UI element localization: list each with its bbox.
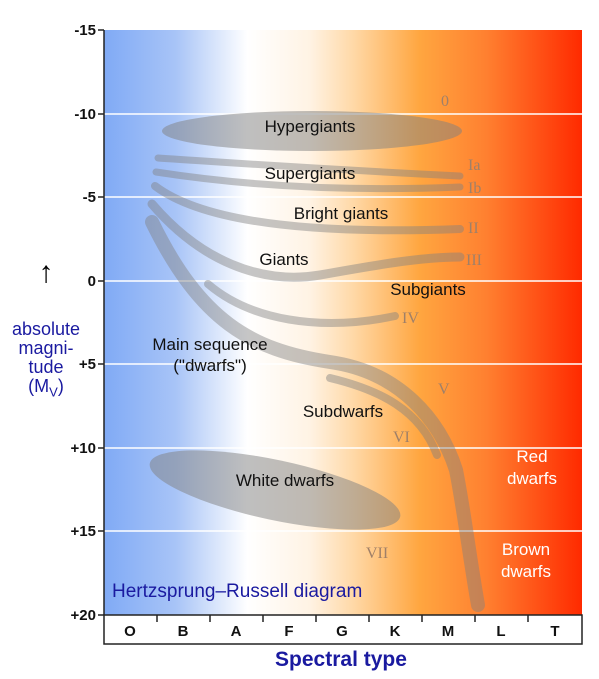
y-tick-label: -15 — [74, 22, 96, 39]
star-bands — [145, 111, 485, 612]
region-label-brown-dwarfs: Brown — [502, 540, 550, 559]
y-axis-unit-prefix: (M — [28, 376, 50, 396]
class-label-v: V — [438, 381, 450, 398]
main-sequence-band — [145, 215, 485, 612]
class-label-iv: IV — [402, 310, 419, 327]
x-tick-label: F — [284, 623, 293, 640]
y-axis-label-line: magni- — [18, 338, 74, 358]
region-label-main-sequence: Main sequence — [152, 335, 267, 354]
class-label-0: 0 — [441, 93, 449, 110]
y-axis-unit: (MV) — [0, 377, 92, 402]
subdwarfs-band — [326, 374, 441, 459]
region-label-subdwarfs: Subdwarfs — [303, 402, 383, 421]
y-axis-unit-suffix: ) — [57, 376, 64, 396]
class-label-ii: II — [468, 220, 479, 237]
x-tick-label: O — [124, 623, 136, 640]
y-tick-label: +5 — [79, 356, 96, 373]
region-label-bright-giants: Bright giants — [294, 204, 389, 223]
x-axis-label: Spectral type — [275, 648, 407, 671]
diagram-title: Hertzsprung–Russell diagram — [112, 581, 362, 602]
region-label-main-sequence-dwarfs: ("dwarfs") — [173, 356, 246, 375]
x-tick-label: B — [178, 623, 189, 640]
region-label-red-dwarfs: Red — [516, 447, 547, 466]
y-axis-unit-sub: V — [49, 384, 58, 400]
region-label-giants: Giants — [259, 250, 308, 269]
x-tick-label: K — [390, 623, 401, 640]
x-axis: O B A F G K M L T — [103, 614, 583, 645]
bright-giants-band — [151, 182, 464, 235]
y-tick-label: +15 — [71, 523, 96, 540]
class-label-vi: VI — [393, 429, 410, 446]
class-label-ib: Ib — [468, 180, 481, 197]
region-label-supergiants: Supergiants — [265, 164, 356, 183]
white-dwarfs-band — [149, 450, 401, 530]
supergiants-ia-band — [154, 154, 464, 180]
region-label-hypergiants: Hypergiants — [265, 117, 356, 136]
x-tick-label: L — [496, 623, 505, 640]
gridlines — [104, 113, 582, 532]
y-axis — [98, 29, 105, 616]
region-label-red-dwarfs-2: dwarfs — [507, 469, 557, 488]
y-tick-label: -10 — [74, 106, 96, 123]
x-tick-label: G — [336, 623, 348, 640]
x-tick-label: T — [550, 623, 559, 640]
hypergiants-band — [162, 111, 462, 151]
y-tick-label: +20 — [71, 607, 96, 624]
class-label-iii: III — [466, 252, 482, 269]
region-label-brown-dwarfs-2: dwarfs — [501, 562, 551, 581]
class-label-ia: Ia — [468, 157, 480, 174]
y-tick-label: +10 — [71, 440, 96, 457]
y-axis-arrow: ↑ — [38, 256, 54, 289]
y-tick-label: 0 — [88, 273, 96, 290]
y-tick-label: -5 — [83, 189, 96, 206]
subgiants-band — [204, 280, 399, 327]
y-axis-label-line: absolute — [11, 319, 81, 339]
region-label-white-dwarfs: White dwarfs — [236, 471, 334, 490]
y-axis-label: absolute magni- tude (MV) — [0, 320, 92, 402]
region-label-subgiants: Subgiants — [390, 280, 466, 299]
x-tick-label: M — [442, 623, 455, 640]
giants-band — [147, 199, 465, 282]
supergiants-ib-band — [152, 168, 464, 193]
x-tick-label: A — [231, 623, 242, 640]
class-label-vii: VII — [366, 545, 388, 562]
y-axis-label-line: tude — [28, 357, 64, 377]
